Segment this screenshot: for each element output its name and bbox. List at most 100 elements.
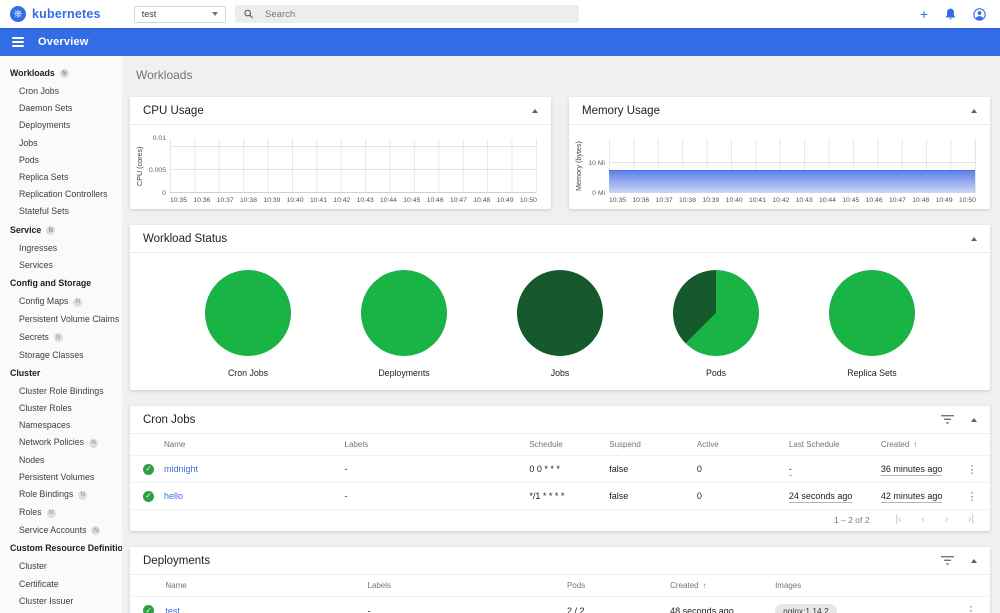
collapse-card-icon[interactable] — [971, 417, 977, 422]
x-axis-labels: 10:35 10:36 10:37 10:38 10:39 10:40 10:41 10:42… — [609, 193, 976, 207]
sidebar-item-cluster-role-bindings[interactable]: Cluster Role Bindings — [0, 382, 122, 399]
y-tick: 0 — [162, 190, 166, 197]
collapse-card-icon[interactable] — [971, 236, 977, 241]
user-account-icon[interactable] — [973, 7, 986, 21]
search-bar — [234, 5, 579, 23]
column-header-images[interactable]: Images — [769, 575, 953, 597]
last-schedule-cell: - — [782, 455, 875, 483]
column-header-suspend[interactable]: Suspend — [603, 434, 691, 456]
y-tick: 10 Mi — [588, 160, 605, 168]
name-cell: test — [159, 596, 362, 613]
nav-item-label: Daemon Sets — [19, 103, 73, 114]
y-tick: 0 Mi — [592, 190, 605, 197]
sidebar-item-config-maps[interactable]: Config Maps N — [0, 293, 122, 311]
column-header-labels[interactable]: Labels — [361, 575, 561, 597]
next-page-button[interactable]: › — [944, 514, 949, 525]
x-axis-tick: 10:46 — [865, 197, 883, 204]
search-input[interactable] — [265, 8, 570, 20]
sidebar-item-secrets[interactable]: Secrets N — [0, 328, 122, 346]
row-menu-kebab-icon[interactable]: ⋮ — [965, 605, 977, 613]
sidebar-item-daemon-sets[interactable]: Daemon Sets — [0, 100, 122, 117]
column-header-last-schedule[interactable]: Last Schedule — [782, 434, 875, 456]
row-menu-kebab-icon[interactable]: ⋮ — [966, 490, 978, 503]
pie-label: Cron Jobs — [227, 368, 269, 378]
column-header-name[interactable]: Name — [158, 434, 339, 456]
search-icon — [244, 9, 253, 19]
nav-item-label: Cluster Role Bindings — [19, 385, 104, 396]
memory-area-series — [609, 170, 975, 193]
sidebar-item-services[interactable]: Services — [0, 257, 122, 274]
sidebar-item-pods[interactable]: Pods — [0, 151, 122, 168]
status-ok-icon: ✓ — [143, 490, 154, 502]
resource-link[interactable]: midnight — [164, 464, 199, 474]
y-axis-title: Memory (bytes) — [574, 141, 583, 191]
actions-column-header — [952, 575, 990, 597]
collapse-card-icon[interactable] — [971, 558, 977, 563]
column-header-schedule[interactable]: Schedule — [523, 434, 604, 456]
status-cell: ✓ — [130, 455, 158, 483]
filter-icon[interactable] — [941, 415, 954, 424]
column-header-created[interactable]: Created ↑ — [664, 575, 770, 597]
deployments-table: Name Labels Pods Created ↑ Images ✓ test -2 / 2… — [130, 575, 990, 613]
collapse-card-icon[interactable] — [532, 108, 538, 113]
column-header-labels[interactable]: Labels — [338, 434, 524, 456]
last-page-button[interactable]: ›| — [968, 514, 974, 525]
collapse-card-icon[interactable] — [971, 108, 977, 113]
create-resource-plus-icon[interactable]: + — [919, 6, 928, 22]
memory-usage-card: Memory Usage Memory (bytes) 10 Mi 0 Mi — [569, 97, 990, 209]
sidebar-item-stateful-sets[interactable]: Stateful Sets — [0, 203, 122, 220]
sidebar-item-service-accounts[interactable]: Service Accounts N — [0, 521, 122, 539]
labels-cell: - — [338, 482, 524, 510]
kubernetes-brand[interactable]: ⎈ kubernetes — [10, 6, 101, 22]
sidebar-item-cluster[interactable]: Cluster — [0, 558, 122, 575]
sidebar-item-network-policies[interactable]: Network Policies N — [0, 434, 122, 452]
namespace-selector[interactable]: test — [133, 5, 226, 23]
sidebar-item-cluster-roles[interactable]: Cluster Roles — [0, 399, 122, 416]
sidebar-item-nodes[interactable]: Nodes — [0, 451, 122, 468]
resource-link[interactable]: test — [165, 605, 180, 613]
previous-page-button[interactable]: ‹ — [921, 514, 925, 525]
resource-link[interactable]: hello — [164, 491, 184, 501]
menu-hamburger-icon[interactable] — [12, 35, 24, 49]
sidebar-item-role-bindings[interactable]: Role Bindings N — [0, 486, 122, 504]
column-header-pods[interactable]: Pods — [560, 575, 665, 597]
filter-icon[interactable] — [941, 556, 954, 565]
sidebar-section-custom-resource-definitions[interactable]: Custom Resource Definitions — [0, 539, 122, 558]
column-label: Name — [165, 581, 187, 590]
sidebar-item-cron-jobs[interactable]: Cron Jobs — [0, 83, 122, 100]
column-header-created[interactable]: Created ↑ — [874, 434, 954, 456]
sidebar-item-roles[interactable]: Roles N — [0, 503, 122, 521]
sidebar-section-workloads[interactable]: Workloads N — [0, 63, 122, 83]
nav-item-label: Services — [19, 260, 53, 271]
row-menu-kebab-icon[interactable]: ⋮ — [966, 463, 978, 476]
column-header-active[interactable]: Active — [690, 434, 783, 456]
sidebar-item-replica-sets[interactable]: Replica Sets — [0, 168, 122, 185]
sidebar-section-cluster[interactable]: Cluster — [0, 363, 122, 382]
sidebar-item-persistent-volume-claims[interactable]: Persistent Volume ClaimsN — [0, 311, 122, 329]
sidebar-item-ingresses[interactable]: Ingresses — [0, 240, 122, 257]
sidebar-item-certificate[interactable]: Certificate — [0, 575, 122, 592]
workload-pie-replica-sets: Replica Sets — [829, 270, 915, 378]
sidebar-item-jobs[interactable]: Jobs — [0, 134, 122, 151]
notifications-bell-icon[interactable] — [945, 8, 956, 20]
y-tick: 0.01 — [152, 135, 166, 142]
x-axis-tick: 10:35 — [170, 197, 188, 204]
cpu-plot-area — [170, 139, 537, 193]
sidebar-item-cluster-issuer[interactable]: Cluster Issuer — [0, 592, 122, 609]
sidebar-item-namespaces[interactable]: Namespaces — [0, 417, 122, 434]
schedule-cell: */1 * * * * — [523, 482, 604, 510]
status-ok-icon: ✓ — [143, 605, 154, 613]
sidebar-item-replication-controllers[interactable]: Replication Controllers — [0, 186, 122, 203]
first-page-button[interactable]: |‹ — [895, 514, 902, 525]
x-axis-tick: 10:39 — [702, 197, 720, 204]
workload-status-card: Workload Status Cron Jobs Deployments Jobs… — [130, 225, 990, 390]
sidebar-item-deployments[interactable]: Deployments — [0, 117, 122, 134]
sidebar-item-storage-classes[interactable]: Storage Classes — [0, 346, 122, 363]
sidebar-section-config-and-storage[interactable]: Config and Storage — [0, 274, 122, 293]
nav-item-label: Roles — [19, 507, 42, 518]
suspend-cell: false — [603, 482, 691, 510]
sidebar-item-persistent-volumes[interactable]: Persistent Volumes — [0, 469, 122, 486]
sidebar-section-service[interactable]: Service N — [0, 220, 122, 240]
column-header-name[interactable]: Name — [159, 575, 362, 597]
sort-ascending-icon: ↑ — [913, 440, 918, 449]
